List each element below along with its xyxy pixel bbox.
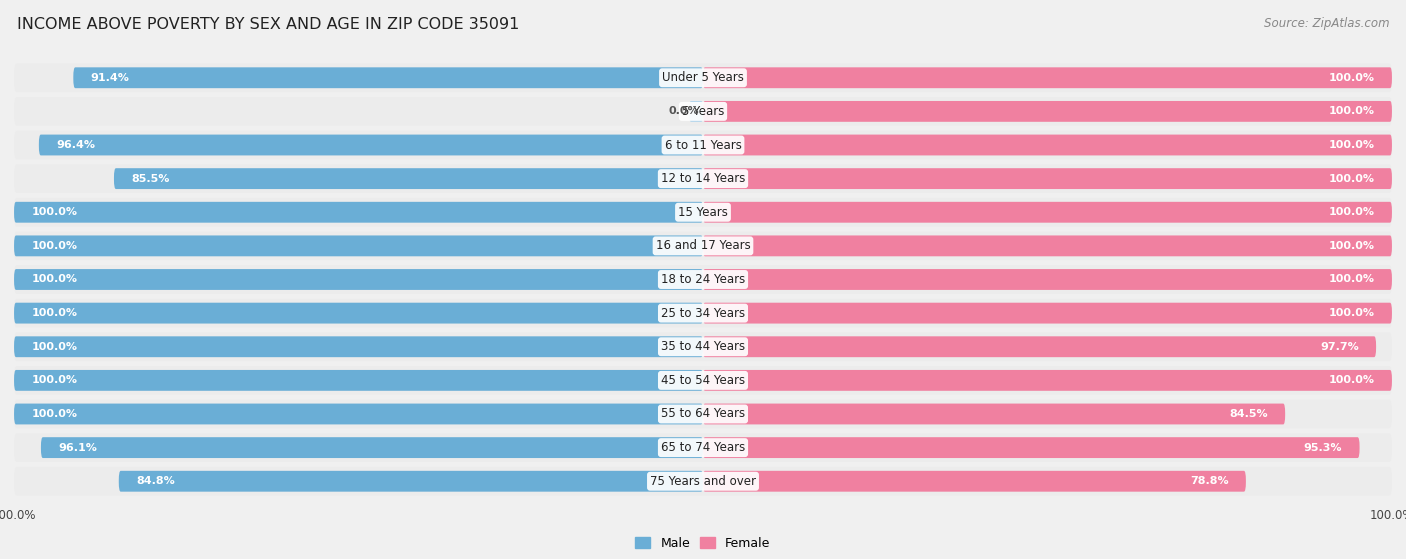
FancyBboxPatch shape xyxy=(14,433,1392,462)
Text: 84.8%: 84.8% xyxy=(136,476,174,486)
FancyBboxPatch shape xyxy=(14,235,703,256)
Legend: Male, Female: Male, Female xyxy=(630,532,776,555)
Text: 100.0%: 100.0% xyxy=(1329,73,1375,83)
Text: 100.0%: 100.0% xyxy=(1329,174,1375,183)
Text: 85.5%: 85.5% xyxy=(131,174,170,183)
Text: 5 Years: 5 Years xyxy=(682,105,724,118)
Text: 25 to 34 Years: 25 to 34 Years xyxy=(661,307,745,320)
FancyBboxPatch shape xyxy=(703,437,1360,458)
FancyBboxPatch shape xyxy=(14,333,1392,361)
Text: 6 to 11 Years: 6 to 11 Years xyxy=(665,139,741,151)
FancyBboxPatch shape xyxy=(14,370,703,391)
FancyBboxPatch shape xyxy=(689,101,703,122)
Text: 100.0%: 100.0% xyxy=(1329,274,1375,285)
Text: 100.0%: 100.0% xyxy=(31,409,77,419)
FancyBboxPatch shape xyxy=(703,337,1376,357)
Text: 100.0%: 100.0% xyxy=(31,274,77,285)
FancyBboxPatch shape xyxy=(703,135,1392,155)
Text: 100.0%: 100.0% xyxy=(1329,207,1375,217)
Text: 16 and 17 Years: 16 and 17 Years xyxy=(655,239,751,252)
FancyBboxPatch shape xyxy=(703,168,1392,189)
Text: 100.0%: 100.0% xyxy=(31,376,77,385)
Text: 91.4%: 91.4% xyxy=(90,73,129,83)
Text: 84.5%: 84.5% xyxy=(1229,409,1268,419)
FancyBboxPatch shape xyxy=(14,198,1392,226)
Text: 35 to 44 Years: 35 to 44 Years xyxy=(661,340,745,353)
FancyBboxPatch shape xyxy=(14,265,1392,294)
Text: 100.0%: 100.0% xyxy=(31,241,77,251)
FancyBboxPatch shape xyxy=(14,131,1392,159)
Text: 100.0%: 100.0% xyxy=(1329,376,1375,385)
FancyBboxPatch shape xyxy=(14,202,703,222)
Text: Under 5 Years: Under 5 Years xyxy=(662,71,744,84)
FancyBboxPatch shape xyxy=(14,231,1392,260)
Text: Source: ZipAtlas.com: Source: ZipAtlas.com xyxy=(1264,17,1389,30)
FancyBboxPatch shape xyxy=(703,101,1392,122)
Text: 96.4%: 96.4% xyxy=(56,140,96,150)
Text: 97.7%: 97.7% xyxy=(1320,342,1358,352)
Text: 18 to 24 Years: 18 to 24 Years xyxy=(661,273,745,286)
FancyBboxPatch shape xyxy=(703,471,1246,492)
Text: INCOME ABOVE POVERTY BY SEX AND AGE IN ZIP CODE 35091: INCOME ABOVE POVERTY BY SEX AND AGE IN Z… xyxy=(17,17,519,32)
Text: 100.0%: 100.0% xyxy=(31,207,77,217)
Text: 78.8%: 78.8% xyxy=(1189,476,1229,486)
FancyBboxPatch shape xyxy=(114,168,703,189)
Text: 100.0%: 100.0% xyxy=(1329,106,1375,116)
FancyBboxPatch shape xyxy=(14,400,1392,428)
FancyBboxPatch shape xyxy=(14,269,703,290)
Text: 100.0%: 100.0% xyxy=(31,342,77,352)
Text: 65 to 74 Years: 65 to 74 Years xyxy=(661,441,745,454)
Text: 100.0%: 100.0% xyxy=(1329,308,1375,318)
FancyBboxPatch shape xyxy=(14,366,1392,395)
FancyBboxPatch shape xyxy=(14,467,1392,495)
FancyBboxPatch shape xyxy=(14,303,703,324)
FancyBboxPatch shape xyxy=(118,471,703,492)
FancyBboxPatch shape xyxy=(14,404,703,424)
Text: 96.1%: 96.1% xyxy=(58,443,97,453)
Text: 55 to 64 Years: 55 to 64 Years xyxy=(661,408,745,420)
FancyBboxPatch shape xyxy=(703,235,1392,256)
FancyBboxPatch shape xyxy=(73,67,703,88)
Text: 45 to 54 Years: 45 to 54 Years xyxy=(661,374,745,387)
FancyBboxPatch shape xyxy=(14,64,1392,92)
FancyBboxPatch shape xyxy=(703,370,1392,391)
FancyBboxPatch shape xyxy=(703,404,1285,424)
Text: 100.0%: 100.0% xyxy=(1329,140,1375,150)
FancyBboxPatch shape xyxy=(39,135,703,155)
Text: 100.0%: 100.0% xyxy=(1329,241,1375,251)
Text: 100.0%: 100.0% xyxy=(31,308,77,318)
FancyBboxPatch shape xyxy=(703,269,1392,290)
Text: 75 Years and over: 75 Years and over xyxy=(650,475,756,488)
FancyBboxPatch shape xyxy=(14,97,1392,126)
FancyBboxPatch shape xyxy=(14,164,1392,193)
Text: 0.0%: 0.0% xyxy=(669,106,700,116)
FancyBboxPatch shape xyxy=(14,299,1392,328)
Text: 12 to 14 Years: 12 to 14 Years xyxy=(661,172,745,185)
FancyBboxPatch shape xyxy=(703,202,1392,222)
FancyBboxPatch shape xyxy=(14,337,703,357)
FancyBboxPatch shape xyxy=(703,67,1392,88)
Text: 95.3%: 95.3% xyxy=(1303,443,1343,453)
FancyBboxPatch shape xyxy=(703,303,1392,324)
FancyBboxPatch shape xyxy=(41,437,703,458)
Text: 15 Years: 15 Years xyxy=(678,206,728,219)
